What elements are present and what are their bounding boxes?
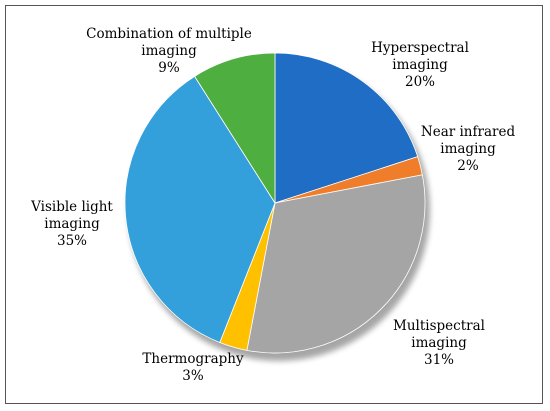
slice-label-line: Thermography <box>142 351 244 367</box>
slice-label: Combination of multiple imaging 9% <box>86 26 252 76</box>
slice-label: Near infrared imaging 2% <box>421 124 516 174</box>
slice-label: Multispectral imaging 31% <box>393 318 485 368</box>
slice-label: Hyperspectral imaging 20% <box>371 40 469 90</box>
slice-label-line: imaging <box>392 57 448 73</box>
pie-slice <box>124 75 276 343</box>
slice-label-line: imaging <box>411 335 467 351</box>
pie-slice <box>194 52 276 205</box>
slice-label-line: 2% <box>457 158 479 174</box>
slice-label-line: 3% <box>182 368 204 384</box>
slice-label-line: 31% <box>424 352 454 368</box>
slice-label-line: 20% <box>405 74 435 90</box>
slice-label-line: Hyperspectral <box>371 40 469 56</box>
slice-label-line: Multispectral <box>393 318 485 334</box>
slice-label-line: imaging <box>440 141 496 157</box>
slice-label-line: imaging <box>141 43 197 59</box>
slice-label: Visible light imaging 35% <box>30 199 113 249</box>
slice-label-line: 35% <box>57 233 87 249</box>
slice-label-line: Combination of multiple <box>86 26 252 42</box>
pie-slice <box>274 52 419 204</box>
pie-slice <box>246 174 426 354</box>
slice-label: Thermography 3% <box>142 351 244 384</box>
slice-label-line: imaging <box>44 216 100 232</box>
slice-label-line: Visible light <box>30 199 113 215</box>
slice-label-line: Near infrared <box>421 124 516 140</box>
slice-label-line: 9% <box>158 60 180 76</box>
